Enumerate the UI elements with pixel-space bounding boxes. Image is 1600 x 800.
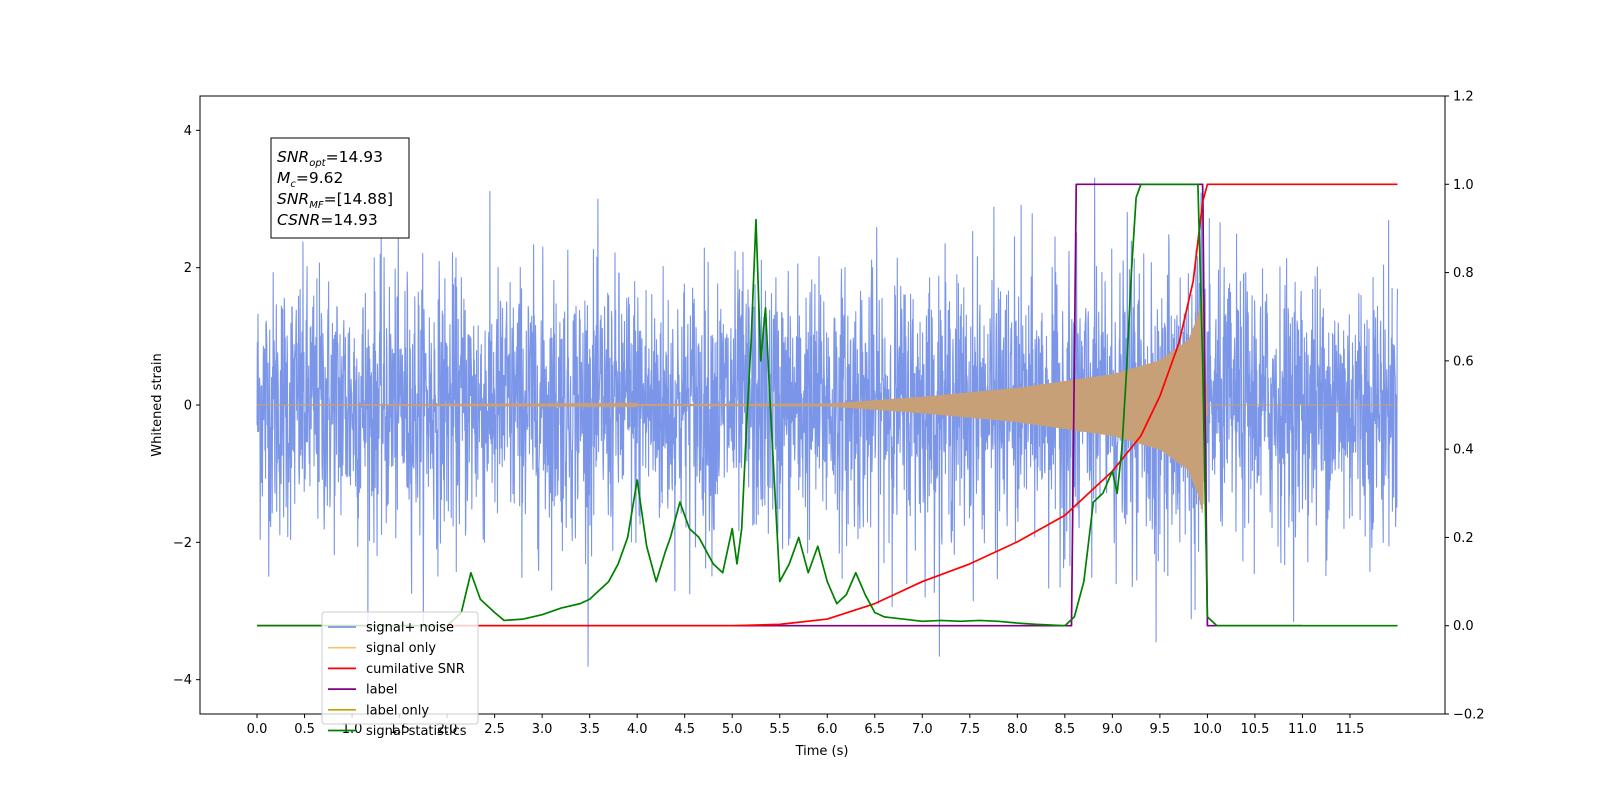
series-cumulative-snr — [257, 183, 1398, 627]
legend-frame — [321, 611, 479, 725]
y-tick-label: 4 — [184, 124, 192, 139]
y2-tick-label: −0.2 — [1453, 708, 1485, 723]
info-value: =9.62 — [296, 169, 344, 187]
x-tick-label: 11.0 — [1288, 722, 1317, 737]
x-axis-label: Time (s) — [795, 744, 849, 759]
info-line: SNRMF=[14.88] — [277, 190, 393, 211]
x-tick-label: 4.5 — [674, 722, 695, 737]
y-tick-label: −4 — [173, 673, 192, 688]
x-tick-label: 5.5 — [769, 722, 790, 737]
x-tick-label: 7.5 — [959, 722, 980, 737]
info-subscript: c — [290, 179, 296, 190]
x-tick-label: 3.0 — [532, 722, 553, 737]
info-line: Mc=9.62 — [277, 169, 343, 190]
x-tick-label: 9.0 — [1102, 722, 1123, 737]
info-value: =14.93 — [320, 211, 377, 229]
info-symbol: M — [277, 169, 290, 187]
info-value: =[14.88] — [324, 190, 393, 208]
x-tick-label: 7.0 — [912, 722, 933, 737]
y2-tick-label: 1.0 — [1453, 178, 1474, 193]
y2-tick-label: 1.2 — [1453, 90, 1474, 105]
info-value: =14.93 — [326, 148, 383, 166]
y-tick-label: 0 — [184, 399, 192, 414]
y-axis-right: 1.2 1.0 0.8 0.6 0.4 0.2 0.0 −0.2 — [1445, 90, 1485, 723]
info-box-frame — [270, 137, 410, 239]
x-tick-label: 10.5 — [1240, 722, 1269, 737]
y2-tick-label: 0.0 — [1453, 619, 1474, 634]
y2-tick-label: 0.6 — [1453, 354, 1474, 369]
y-axis-left: 4 2 0 −2 −4 — [173, 124, 200, 688]
x-tick-label: 9.5 — [1150, 722, 1171, 737]
series-layer — [256, 177, 1399, 667]
x-tick-label: 6.0 — [817, 722, 838, 737]
x-tick-label: 2.0 — [437, 722, 458, 737]
x-tick-label: 1.0 — [342, 722, 363, 737]
legend-label: signal statistics — [366, 724, 467, 739]
info-line: SNRopt=14.93 — [277, 148, 383, 169]
x-tick-label: 8.5 — [1055, 722, 1076, 737]
y-tick-label: 2 — [184, 261, 192, 276]
info-symbol: SNR — [277, 190, 309, 208]
series-signal-only — [257, 295, 1398, 513]
y2-tick-label: 0.2 — [1453, 531, 1474, 546]
y2-tick-label: 0.8 — [1453, 266, 1474, 281]
legend-label: label — [366, 683, 397, 698]
y-tick-label: −2 — [173, 536, 192, 551]
x-tick-label: 1.5 — [389, 722, 410, 737]
x-tick-label: 0.0 — [247, 722, 268, 737]
info-subscript: opt — [309, 158, 326, 169]
x-tick-label: 5.0 — [722, 722, 743, 737]
x-tick-label: 8.0 — [1007, 722, 1028, 737]
x-tick-label: 6.5 — [864, 722, 885, 737]
series-signal-noise — [256, 177, 1399, 667]
x-axis: 0.0 0.5 1.0 1.5 2.0 2.5 3.0 3.5 4.0 4.5 5.0 5.5 6.0 6… — [247, 714, 1364, 737]
info-line: CSNR=14.93 — [277, 211, 378, 229]
y-axis-label: Whitened strain — [150, 353, 165, 456]
info-subscript: MF — [309, 200, 324, 211]
info-symbol: SNR — [277, 148, 309, 166]
x-tick-label: 10.0 — [1193, 722, 1222, 737]
x-tick-label: 4.0 — [627, 722, 648, 737]
legend-label: label only — [366, 703, 429, 718]
info-box: SNRopt=14.93Mc=9.62SNRMF=[14.88]CSNR=14.… — [270, 137, 410, 239]
legend-label: signal only — [366, 641, 436, 656]
legend: signal+ noise signal only cumilative SNR la… — [321, 611, 479, 739]
x-tick-label: 2.5 — [484, 722, 505, 737]
y2-tick-label: 0.4 — [1453, 443, 1474, 458]
x-tick-label: 3.5 — [579, 722, 600, 737]
legend-label: cumilative SNR — [366, 662, 465, 677]
series-signal-statistics — [257, 183, 1398, 627]
x-tick-label: 0.5 — [294, 722, 315, 737]
legend-label: signal+ noise — [366, 621, 454, 636]
info-symbol: CSNR — [277, 211, 320, 229]
x-tick-label: 11.5 — [1335, 722, 1364, 737]
